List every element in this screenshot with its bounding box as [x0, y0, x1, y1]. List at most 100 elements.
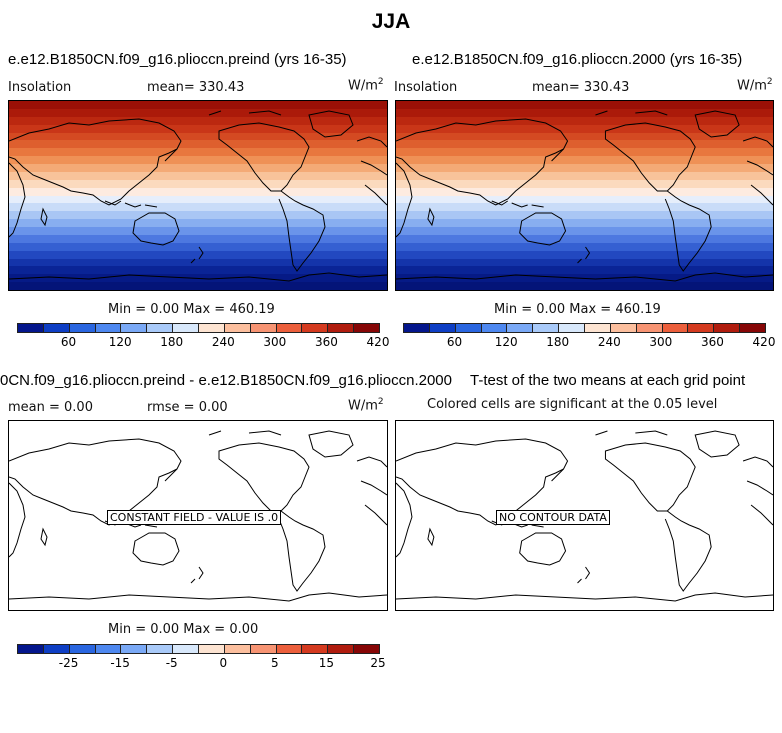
colorbar-swatch [507, 324, 534, 332]
colorbar-swatch [328, 645, 355, 653]
colorbar-swatch [585, 324, 611, 332]
coastline-path [132, 532, 180, 566]
insolation-band [9, 227, 387, 236]
coastline-path [664, 510, 712, 592]
insolation-band [396, 140, 773, 149]
insolation-band [9, 140, 387, 149]
coastline-path [595, 430, 668, 436]
ttest-map: NO CONTOUR DATA [395, 420, 774, 611]
variable-label-preind: Insolation [8, 80, 72, 95]
insolation-band [396, 282, 773, 290]
figure-title: JJA [371, 10, 411, 33]
panel-title-2000: e.e12.B1850CN.f09_g16.plioccn.2000 (yrs … [412, 51, 743, 68]
coastline-path [750, 184, 773, 206]
insolation-band [9, 171, 387, 181]
insolation-band [9, 164, 387, 173]
colorbar-tick-label: 0 [219, 656, 228, 670]
colorbar-tick-label: 240 [597, 335, 621, 349]
coastline-path [132, 212, 180, 246]
coastline-path [164, 468, 178, 482]
minmax-label-preind: Min = 0.00 Max = 460.19 [108, 302, 275, 317]
coastline-path [9, 118, 182, 206]
insolation-band [396, 266, 773, 275]
insolation-band [396, 124, 773, 134]
insolation-band [396, 171, 773, 181]
insolation-band [9, 148, 387, 157]
colorbar-tick-label: 15 [318, 656, 335, 670]
colorbar-difference [17, 644, 380, 654]
colorbar-swatch [69, 324, 96, 332]
colorbar-swatch [250, 324, 277, 332]
colorbar-swatch [43, 324, 70, 332]
variable-label-2000: Insolation [394, 80, 458, 95]
coastline-path [40, 207, 48, 227]
colorbar-swatch [18, 645, 44, 653]
colorbar-swatch [224, 645, 251, 653]
coastline-path [664, 190, 712, 272]
coastline-path [364, 184, 387, 206]
units-label-difference: W/m2 [348, 397, 384, 414]
colorbar-swatch [69, 645, 96, 653]
coastline-path [9, 592, 387, 602]
colorbar-swatch [173, 645, 200, 653]
insolation-band [396, 195, 773, 204]
difference-map: CONSTANT FIELD - VALUE IS .0 [8, 420, 388, 611]
insolation-band [396, 187, 773, 197]
coastline-path [9, 482, 26, 558]
insolation-band [9, 195, 387, 204]
colorbar-swatch [714, 324, 741, 332]
colorbar-swatch [147, 645, 174, 653]
insolation-band [396, 101, 773, 110]
insolation-band [9, 219, 387, 228]
colorbar-swatch [455, 324, 482, 332]
colorbar-swatch [481, 324, 508, 332]
insolation-band [396, 258, 773, 267]
colorbar-tick-label: 360 [700, 335, 724, 349]
no-contour-message: NO CONTOUR DATA [496, 510, 610, 525]
colorbar-swatch [610, 324, 637, 332]
panel-title-ttest: T-test of the two means at each grid poi… [470, 372, 746, 389]
coastline-path [396, 162, 413, 238]
units-label-preind: W/m2 [348, 77, 384, 94]
colorbar-swatch [429, 324, 456, 332]
insolation-band [396, 211, 773, 220]
colorbar-tick-label: 360 [314, 335, 338, 349]
coastline-outline [9, 430, 387, 602]
coastline-path [694, 110, 740, 138]
coastline-path [308, 430, 354, 458]
colorbar-swatch [43, 645, 70, 653]
colorbar-tick-label: 240 [211, 335, 235, 349]
colorbar-tick-label: -25 [58, 656, 79, 670]
colorbar-tick-label: 180 [160, 335, 184, 349]
coastline-path [278, 190, 326, 272]
minmax-label-difference: Min = 0.00 Max = 0.00 [108, 622, 259, 637]
coastline-path [218, 122, 310, 192]
insolation-band [9, 116, 387, 126]
colorbar-swatch [224, 324, 251, 332]
colorbar-swatch [533, 324, 560, 332]
coastline-path [164, 148, 178, 162]
insolation-band [9, 132, 387, 141]
coastline-path [208, 430, 282, 436]
coastline-path [190, 246, 204, 264]
colorbar-swatch [18, 324, 44, 332]
insolation-band [9, 101, 387, 110]
colorbar-swatch [688, 324, 715, 332]
coastline-path [595, 110, 668, 116]
colorbar-swatch [354, 324, 380, 332]
mean-label-difference: mean = 0.00 [8, 400, 93, 415]
coastline-path [40, 527, 48, 547]
coastline-path [519, 532, 567, 566]
coastline-path [9, 272, 387, 282]
coastline-path [750, 504, 773, 526]
insolation-band [9, 124, 387, 134]
coastline-path [742, 456, 773, 496]
colorbar-swatch [121, 645, 148, 653]
insolation-band [396, 227, 773, 236]
colorbar-tick-label: 300 [649, 335, 673, 349]
coastline-path [396, 482, 413, 558]
insolation-band [396, 156, 773, 165]
coastline-path [208, 110, 282, 116]
colorbar-swatch [95, 645, 122, 653]
colorbar-tick-label: 420 [752, 335, 776, 349]
